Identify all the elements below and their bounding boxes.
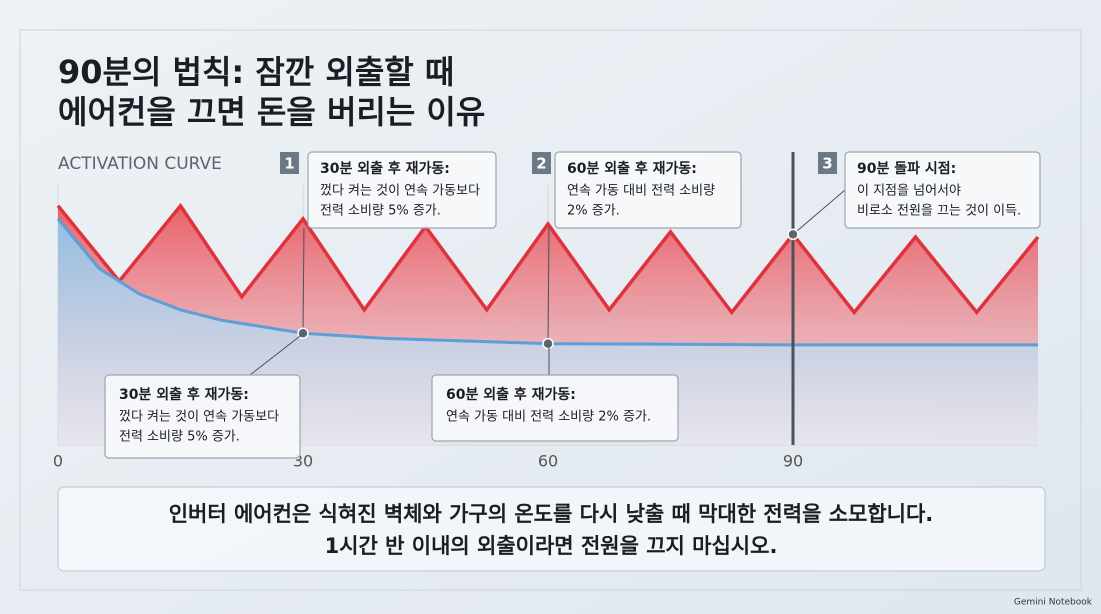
axis-label: ACTIVATION CURVE <box>58 154 222 174</box>
callout-title: 30분 외출 후 재가동: <box>320 160 450 177</box>
badge <box>532 152 551 174</box>
x-tick-label: 60 <box>538 452 558 471</box>
callout-text: 전력 소비량 5% 증가. <box>119 430 240 445</box>
callout-text: 연속 가동 대비 전력 소비량 <box>567 184 715 199</box>
marker <box>787 228 799 241</box>
callout-text: 2% 증가. <box>567 204 620 219</box>
callout-title: 30분 외출 후 재가동: <box>119 386 249 403</box>
callout-box <box>844 151 1041 229</box>
leader-line <box>792 189 846 235</box>
line <box>56 202 1040 316</box>
callout-text: 비로소 전원을 끄는 것이 이득. <box>857 204 1021 219</box>
title: 에어컨을 끄면 돈을 버리는 이유 <box>58 93 485 131</box>
title: 90분의 법칙: 잠깐 외출할 때 <box>58 53 454 91</box>
callout-text: 이 지점을 넘어서야 <box>857 184 961 199</box>
x-tick-label: 90 <box>783 452 803 471</box>
callout-box <box>307 151 497 229</box>
badge-number: 3 <box>822 155 832 173</box>
footer-box <box>57 486 1046 572</box>
brand: Gemini Notebook <box>1014 598 1093 608</box>
callout-box <box>431 374 679 442</box>
badge-number: 1 <box>284 155 294 173</box>
callout-title: 90분 돌파 시점: <box>857 160 956 177</box>
leader-line <box>547 227 550 344</box>
callout-box <box>554 151 742 229</box>
frame <box>19 29 1082 591</box>
callout-title: 60분 외출 후 재가동: <box>567 160 697 177</box>
marker <box>542 337 554 350</box>
badge <box>280 152 299 174</box>
callout-box <box>104 374 301 459</box>
callout-text: 전력 소비량 5% 증가. <box>320 204 441 219</box>
callout-text: 껐다 켜는 것이 연속 가동보다 <box>119 410 279 425</box>
callout-title: 60분 외출 후 재가동: <box>446 386 576 403</box>
callout-text: 연속 가동 대비 전력 소비량 2% 증가. <box>446 410 651 425</box>
x-tick-label: 0 <box>53 452 63 471</box>
badge <box>818 152 837 174</box>
line <box>56 217 1038 347</box>
badge-number: 2 <box>536 155 546 173</box>
leader-line <box>249 332 305 376</box>
footer-text: 1시간 반 이내의 외출이라면 전원을 끄지 마십시오. <box>325 534 778 558</box>
footer-text: 인버터 에어컨은 식혀진 벽체와 가구의 온도를 다시 낮출 때 막대한 전력을… <box>169 502 934 526</box>
callout-text: 껐다 켜는 것이 연속 가동보다 <box>320 184 480 199</box>
leader-line <box>302 227 305 334</box>
